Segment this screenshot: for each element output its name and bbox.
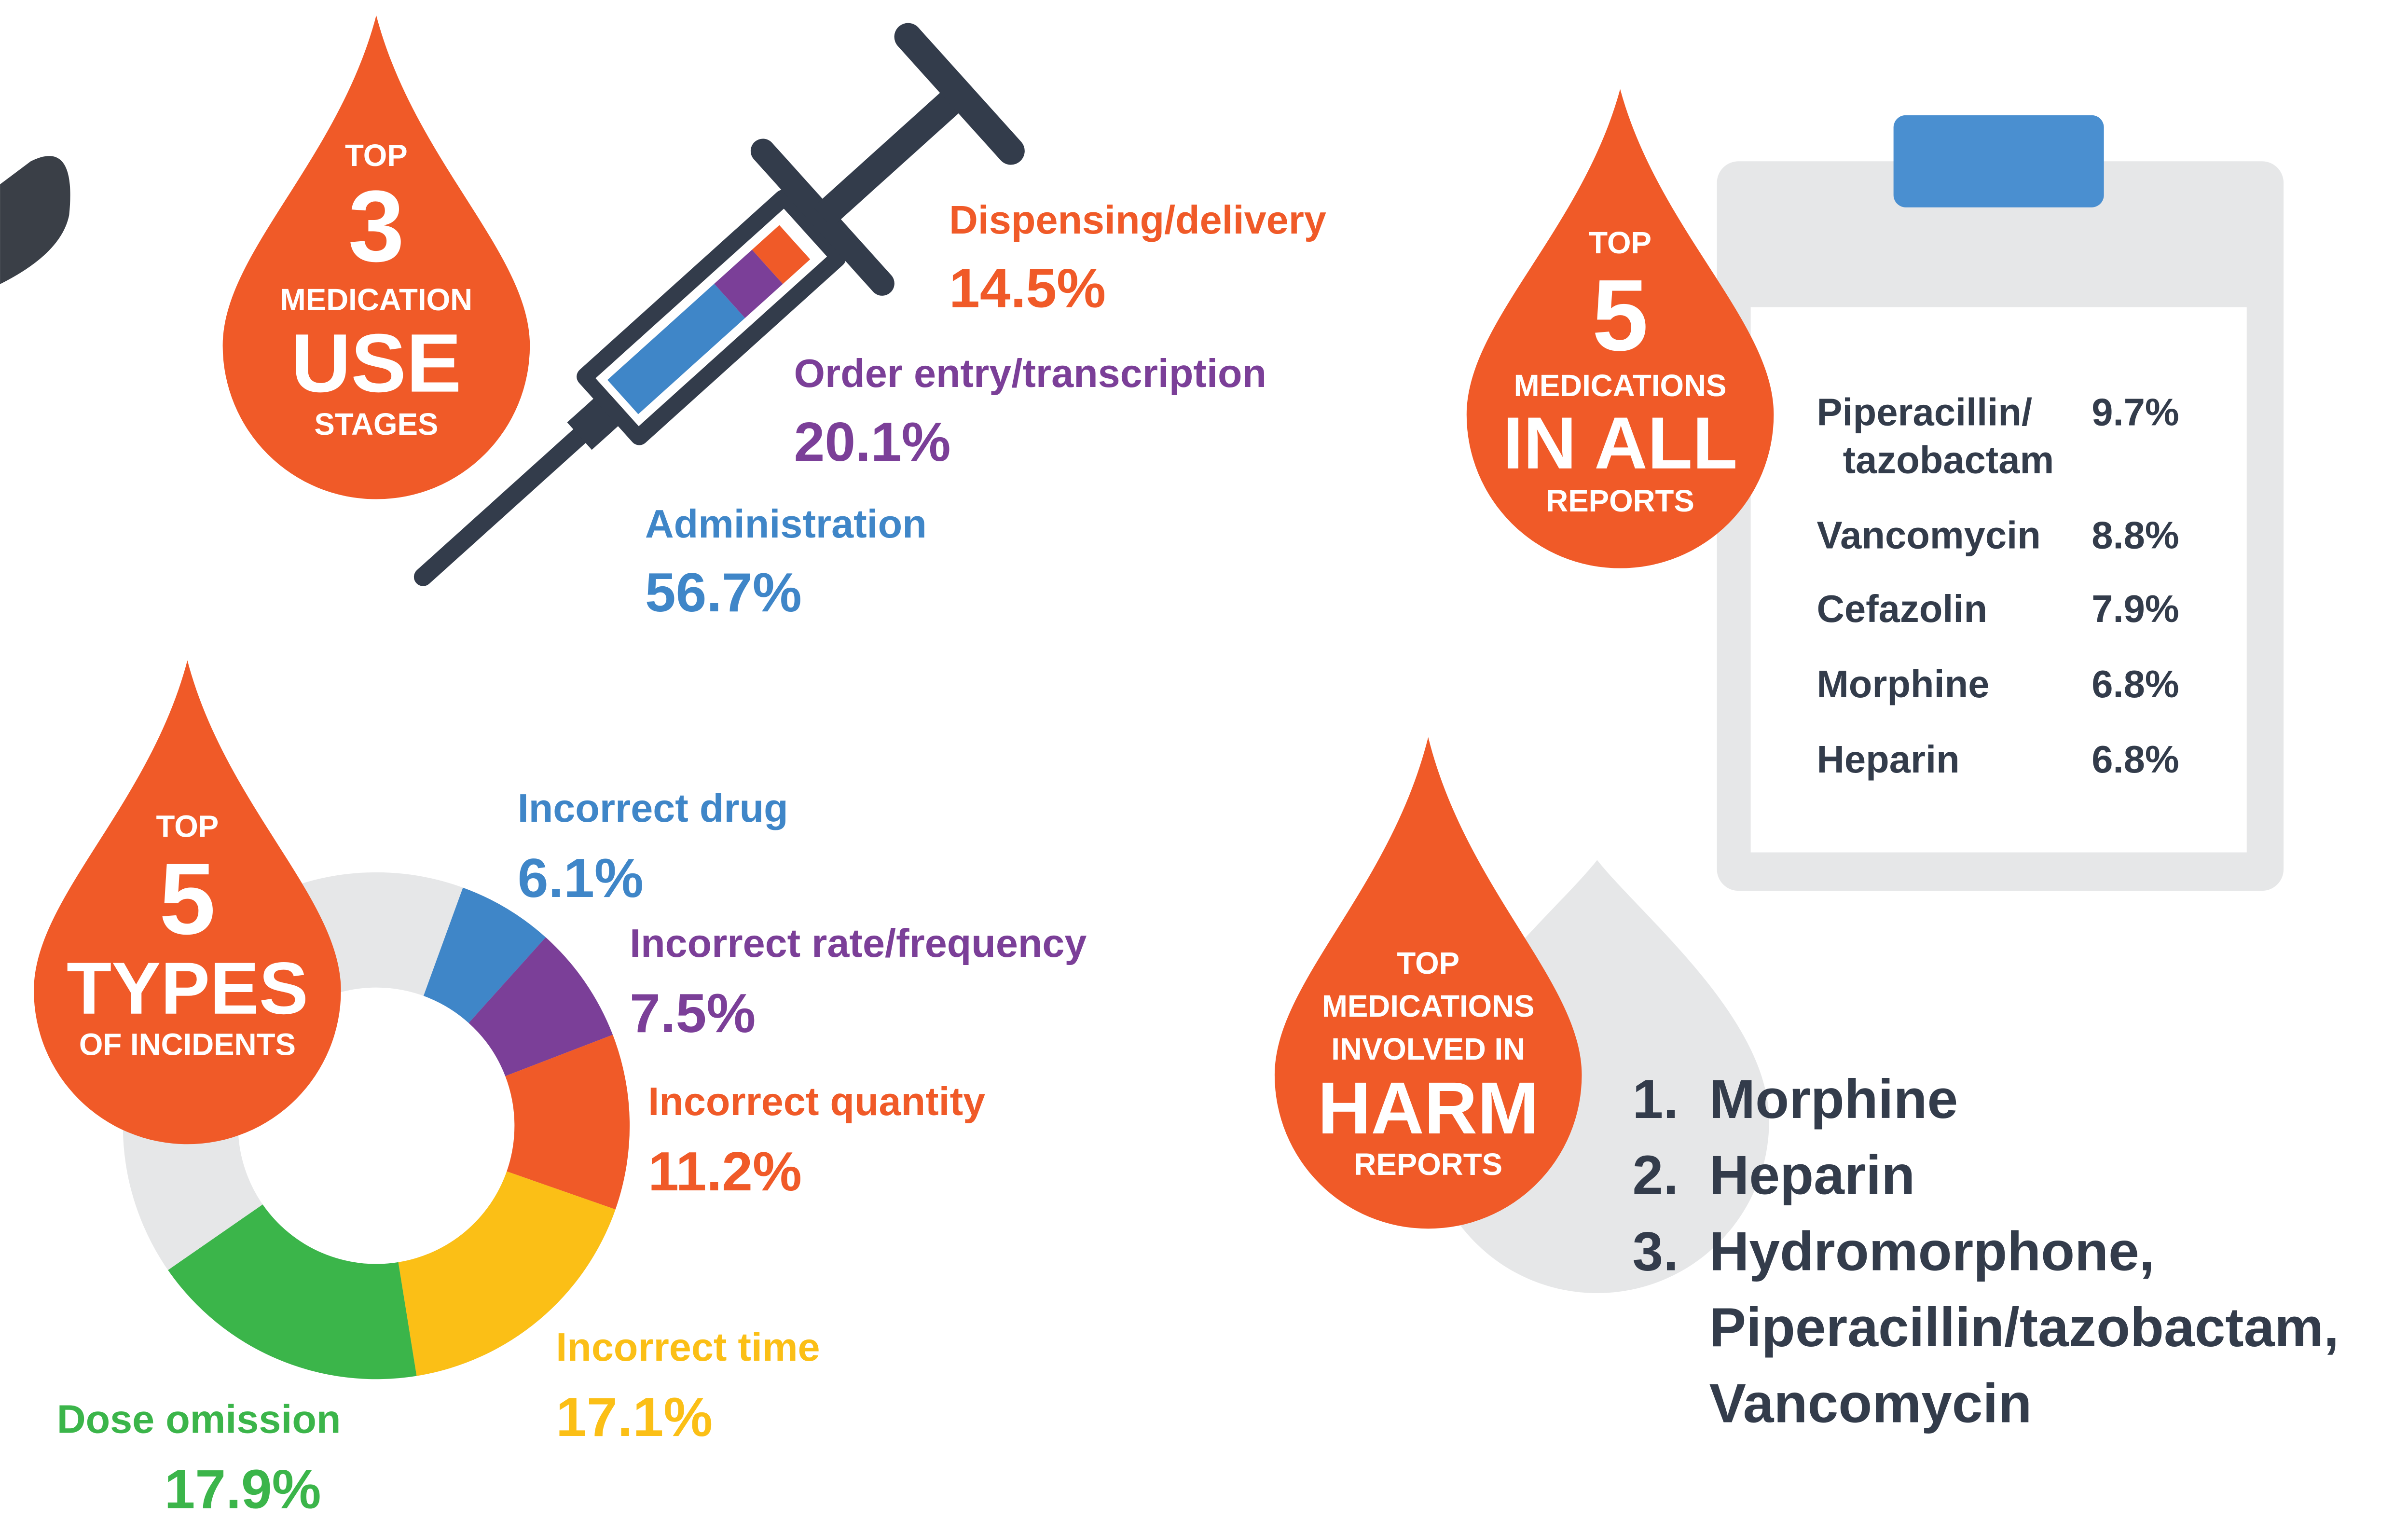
medication-value: 8.8% xyxy=(2092,513,2179,556)
badge-text: TOP xyxy=(1589,226,1651,260)
medication-value: 6.8% xyxy=(2092,738,2179,781)
badge-text: HARM xyxy=(1318,1067,1539,1149)
medication-name: Piperacillin/ xyxy=(1816,391,2032,434)
stage-value: 20.1% xyxy=(794,411,951,473)
badge-text: REPORTS xyxy=(1546,484,1694,518)
decor-hook xyxy=(0,156,70,284)
badge-text: MEDICATION xyxy=(280,283,472,317)
badge-text: 5 xyxy=(1592,259,1649,372)
badge-text: STAGES xyxy=(314,407,438,442)
badge-text: INVOLVED IN xyxy=(1331,1032,1525,1066)
badge-text: TOP xyxy=(345,138,408,173)
medication-value: 9.7% xyxy=(2092,391,2179,434)
donut-value: 7.5% xyxy=(630,982,756,1044)
medication-name: Cefazolin xyxy=(1816,587,1987,630)
medication-name: Heparin xyxy=(1816,738,1959,781)
stage-label: Order entry/transcription xyxy=(794,351,1266,396)
clipboard-clip xyxy=(1894,115,2104,207)
donut-value: 11.2% xyxy=(648,1141,802,1202)
medication-name: Morphine xyxy=(1816,662,1989,705)
donut-label: Incorrect time xyxy=(556,1325,820,1369)
badge-text: TOP xyxy=(156,810,219,844)
medication-value: 6.8% xyxy=(2092,662,2179,705)
stage-label: Dispensing/delivery xyxy=(949,197,1326,242)
badge-text: OF INCIDENTS xyxy=(79,1028,296,1062)
list-marker: 1. xyxy=(1633,1068,1679,1130)
medication-name: tazobactam xyxy=(1843,438,2054,481)
stage-value: 56.7% xyxy=(645,562,802,623)
page: TOP3MEDICATIONUSESTAGESDispensing/delive… xyxy=(0,0,2408,1518)
badge-text: TYPES xyxy=(67,948,308,1030)
badge-text: MEDICATIONS xyxy=(1514,369,1727,403)
stage-label: Administration xyxy=(645,501,927,546)
donut-label: Incorrect drug xyxy=(518,786,788,830)
donut-value: 17.1% xyxy=(556,1386,713,1448)
donut-value: 6.1% xyxy=(518,847,644,909)
badge-text: MEDICATIONS xyxy=(1322,989,1535,1023)
list-item: Morphine xyxy=(1709,1068,1958,1130)
donut-value: 17.9% xyxy=(165,1459,321,1518)
list-marker: 2. xyxy=(1633,1145,1679,1206)
infographic: TOP3MEDICATIONUSESTAGESDispensing/delive… xyxy=(0,0,2408,1518)
badge-text: IN ALL xyxy=(1503,402,1738,484)
list-item: Piperacillin/tazobactam, xyxy=(1709,1297,2339,1358)
list-item: Vancomycin xyxy=(1709,1372,2032,1434)
list-marker: 3. xyxy=(1633,1220,1679,1282)
badge-text: REPORTS xyxy=(1354,1147,1502,1182)
stage-value: 14.5% xyxy=(949,258,1106,319)
badge-text: USE xyxy=(291,317,461,410)
list-item: Hydromorphone, xyxy=(1709,1220,2155,1282)
badge-text: TOP xyxy=(1397,946,1459,980)
donut-label: Incorrect quantity xyxy=(648,1079,985,1124)
medication-value: 7.9% xyxy=(2092,587,2179,630)
list-item: Heparin xyxy=(1709,1145,1915,1206)
donut-label: Dose omission xyxy=(57,1397,341,1442)
donut-label: Incorrect rate/frequency xyxy=(630,921,1087,966)
medication-name: Vancomycin xyxy=(1816,513,2040,556)
badge-text: 3 xyxy=(348,169,404,283)
plunger-rod xyxy=(813,83,969,227)
badge-text: 5 xyxy=(159,842,216,955)
